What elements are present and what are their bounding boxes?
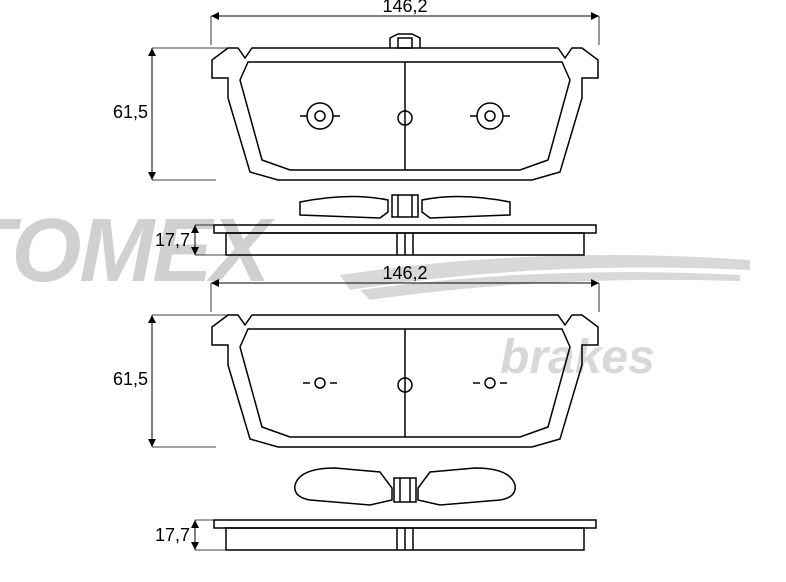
top-pad-front bbox=[212, 34, 598, 180]
dim-top-width-label: 146,2 bbox=[382, 0, 427, 16]
dim-bottom-thickness-label: 17,7 bbox=[155, 525, 190, 545]
dim-bottom-height: 61,5 bbox=[113, 315, 228, 447]
dim-bottom-thickness: 17,7 bbox=[155, 520, 226, 550]
technical-drawing: 146,2 61,5 bbox=[0, 0, 786, 582]
dim-bottom-height-label: 61,5 bbox=[113, 369, 148, 389]
dim-top-height: 61,5 bbox=[113, 48, 228, 180]
dim-top-height-label: 61,5 bbox=[113, 102, 148, 122]
top-pad-side bbox=[214, 225, 596, 255]
dim-top-thickness: 17,7 bbox=[155, 225, 226, 255]
bottom-pad-front bbox=[212, 315, 598, 447]
top-clip bbox=[300, 195, 510, 218]
dim-bottom-width-label: 146,2 bbox=[382, 263, 427, 283]
dim-bottom-width: 146,2 bbox=[211, 263, 599, 312]
dim-top-thickness-label: 17,7 bbox=[155, 230, 190, 250]
bottom-clip bbox=[295, 468, 515, 505]
bottom-pad-side bbox=[214, 520, 596, 550]
